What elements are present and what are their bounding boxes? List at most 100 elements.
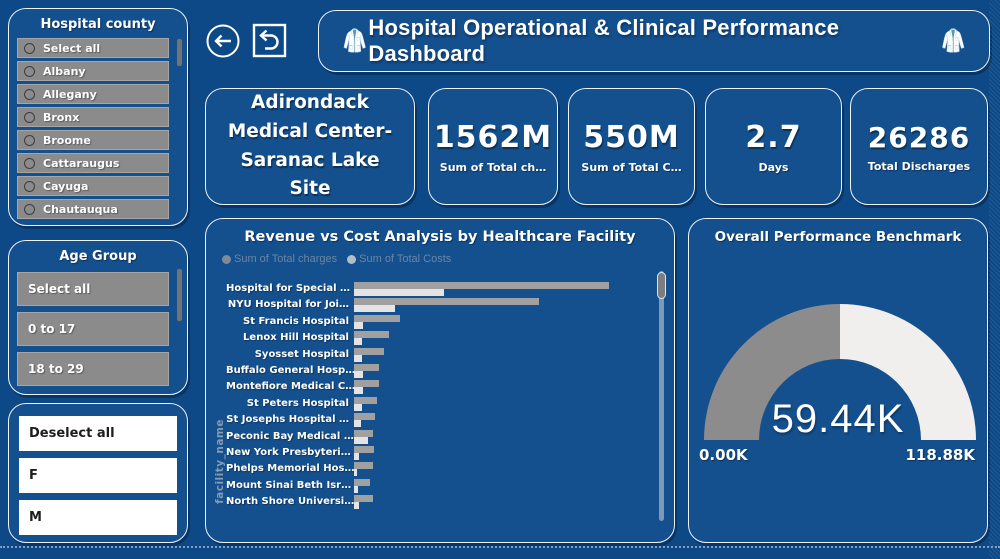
bar-chart-row: Peconic Bay Medical … [226, 429, 650, 445]
charges-bar[interactable] [354, 282, 609, 289]
legend-dot-charges-icon [222, 254, 231, 264]
costs-bar[interactable] [354, 338, 362, 346]
county-filter-item[interactable]: Broome [17, 130, 169, 150]
charges-bar[interactable] [354, 396, 377, 404]
county-filter-title: Hospital county [40, 17, 156, 32]
kpi-days-label: Days [758, 160, 789, 174]
costs-bar[interactable] [354, 305, 396, 313]
legend-label-charges: Sum of Total charges [234, 253, 338, 265]
bar-chart-row: Mount Sinai Beth Isr… [226, 478, 650, 494]
lab-coat-icon-right: 🥼 [939, 28, 967, 54]
radio-icon [24, 42, 35, 54]
county-filter-item[interactable]: Albany [17, 61, 169, 81]
costs-bar[interactable] [354, 321, 364, 329]
charges-bar[interactable] [354, 331, 390, 339]
bar-group [354, 412, 650, 428]
bar-category-label: Mount Sinai Beth Isr… [226, 479, 352, 491]
bar-group [354, 478, 650, 494]
county-filter-list: Select all Albany Allegany Bronx Broome Catta… [17, 38, 179, 219]
costs-bar[interactable] [354, 387, 364, 395]
bar-group [354, 461, 650, 477]
bar-chart-row: Montefiore Medical C… [226, 379, 650, 395]
county-filter-item-label: Albany [43, 64, 86, 78]
undo-button[interactable] [252, 23, 287, 58]
charges-bar[interactable] [354, 298, 540, 306]
bar-category-label: St Peters Hospital [246, 397, 349, 409]
radio-icon [24, 180, 35, 192]
charges-bar[interactable] [354, 429, 374, 437]
charges-bar[interactable] [354, 445, 375, 453]
kpi-card-total-costs: 550M Sum of Total C… [568, 88, 695, 205]
bar-category-label: Montefiore Medical C… [226, 381, 354, 393]
kpi-card-days: 2.7 Days [705, 88, 842, 205]
kpi-days-value: 2.7 [745, 119, 802, 155]
county-filter-item-label: Bronx [43, 110, 80, 124]
age-filter-item[interactable]: Select all [17, 272, 169, 306]
bar-chart-panel: Revenue vs Cost Analysis by Healthcare F… [205, 218, 675, 543]
bar-category-label: NYU Hospital for Joi… [227, 299, 349, 311]
charges-bar[interactable] [354, 347, 385, 355]
age-filter-item[interactable]: 18 to 29 [17, 352, 169, 386]
bar-chart-row: New York Presbyteri… [226, 445, 650, 461]
county-filter-item-label: Cayuga [43, 179, 89, 193]
costs-bar[interactable] [354, 289, 444, 296]
county-filter-scrollbar[interactable] [177, 39, 182, 66]
county-filter-panel: Hospital county Select all Albany Allegany… [8, 8, 188, 226]
charges-bar[interactable] [354, 478, 370, 486]
county-filter-item[interactable]: Cayuga [17, 176, 169, 196]
lab-coat-icon-left: 🥼 [341, 28, 369, 54]
county-filter-item[interactable]: Select all [17, 38, 169, 58]
radio-icon [24, 88, 35, 100]
gender-filter-item[interactable]: M [19, 500, 177, 535]
legend-item-charges[interactable]: Sum of Total charges [222, 253, 337, 265]
page-title: Hospital Operational & Clinical Performa… [368, 15, 840, 66]
costs-bar[interactable] [354, 452, 360, 460]
bar-category-label: Buffalo General Hosp… [226, 364, 354, 376]
bar-group [354, 396, 650, 412]
age-filter-title: Age Group [59, 249, 137, 264]
costs-bar[interactable] [354, 436, 369, 444]
legend-item-costs[interactable]: Sum of Total Costs [347, 253, 451, 265]
charges-bar[interactable] [354, 413, 375, 421]
charges-bar[interactable] [354, 363, 380, 371]
gender-filter-item[interactable]: Deselect all [19, 416, 177, 451]
charges-bar[interactable] [354, 462, 374, 470]
county-filter-item[interactable]: Chautauqua [17, 199, 169, 219]
right-edge-texture [989, 0, 1000, 559]
costs-bar[interactable] [354, 354, 362, 362]
bar-chart-row: St Peters Hospital [226, 396, 650, 412]
costs-bar[interactable] [354, 485, 359, 493]
bar-category-label: North Shore Universi… [226, 496, 354, 508]
kpi-facility-name-value: Adirondack Medical Center-Saranac Lake S… [227, 92, 393, 200]
bar-group [354, 445, 650, 461]
county-filter-item[interactable]: Cattaraugus [17, 153, 169, 173]
costs-bar[interactable] [354, 370, 364, 378]
bar-chart-scrollbar-thumb[interactable] [657, 272, 666, 299]
county-filter-item[interactable]: Allegany [17, 84, 169, 104]
kpi-total-charges-value: 1562M [433, 119, 553, 155]
charges-bar[interactable] [354, 380, 380, 388]
kpi-card-total-discharges: 26286 Total Discharges [850, 88, 988, 205]
legend-label-costs: Sum of Total Costs [359, 253, 452, 265]
kpi-total-discharges-label: Total Discharges [867, 159, 971, 173]
costs-bar[interactable] [354, 420, 361, 428]
county-filter-item-label: Cattaraugus [43, 156, 120, 170]
costs-bar[interactable] [354, 502, 360, 510]
bar-group [354, 281, 650, 297]
bar-category-label: Phelps Memorial Hos… [226, 463, 354, 475]
bar-group [354, 429, 650, 445]
charges-bar[interactable] [354, 495, 374, 503]
back-button[interactable] [206, 24, 240, 58]
gender-filter-item[interactable]: F [19, 458, 177, 493]
age-filter-scrollbar[interactable] [177, 269, 182, 321]
kpi-total-costs-value: 550M [583, 119, 680, 155]
bar-category-label: Syosset Hospital [254, 348, 349, 360]
costs-bar[interactable] [354, 403, 362, 411]
costs-bar[interactable] [354, 469, 358, 477]
bar-group [354, 494, 650, 510]
age-filter-item[interactable]: 0 to 17 [17, 312, 169, 346]
county-filter-item[interactable]: Bronx [17, 107, 169, 127]
bar-chart-scrollbar-track[interactable] [659, 271, 664, 521]
charges-bar[interactable] [354, 314, 401, 322]
bar-group [354, 297, 650, 313]
